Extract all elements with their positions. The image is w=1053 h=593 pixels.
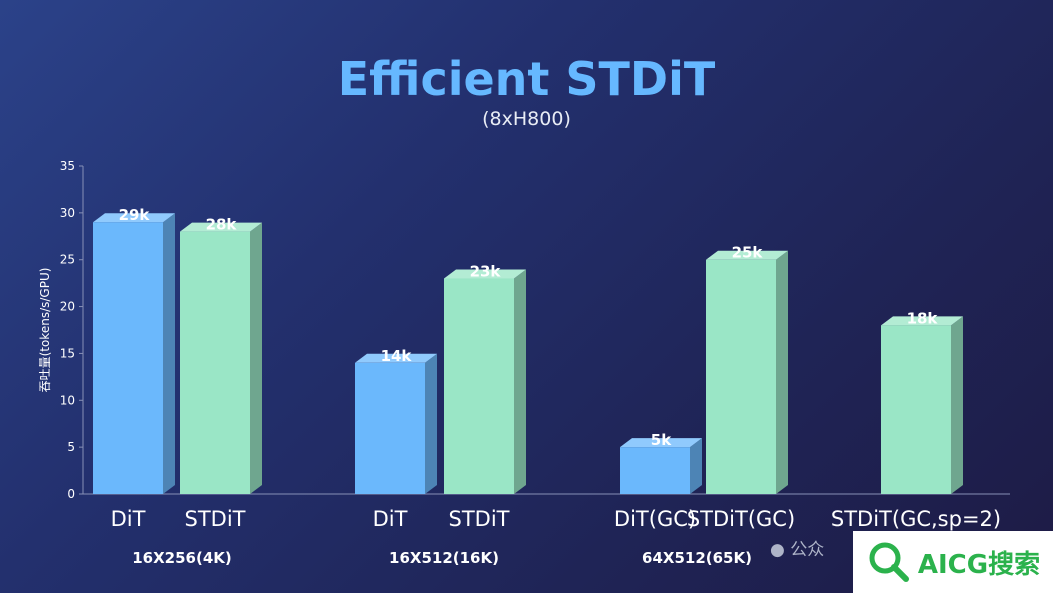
bar-category-label: STDiT [449,507,510,531]
bar [93,222,163,494]
bar-value-label: 28k [206,216,238,234]
bar [706,259,776,494]
chart-title: Efficient STDiT [337,52,716,106]
bar-value-label: 25k [732,244,764,262]
bar-side [425,353,437,494]
search-icon [869,542,909,582]
wechat-watermark: ● 公众 [770,535,824,560]
group-label: 16X256(4K) [132,549,232,567]
bar-value-label: 29k [119,206,151,224]
y-tick-label: 30 [60,206,75,220]
bar-value-label: 14k [381,347,413,365]
bar [180,231,250,494]
bar-side [690,438,702,494]
y-tick-label: 5 [67,440,75,454]
y-axis-label: 吞吐量(tokens/s/GPU) [38,268,52,393]
bar-side [776,250,788,494]
bar-category-label: DiT [111,507,146,531]
group-label: 64X512(65K) [642,549,752,567]
y-tick-label: 0 [67,487,75,501]
bar-side [951,316,963,494]
group-label: 16X512(16K) [389,549,499,567]
bar-top [706,250,788,260]
bar-category-label: DiT [373,507,408,531]
bar-top [881,316,963,326]
y-tick-label: 10 [60,393,75,407]
bar [881,325,951,494]
chart-subtitle: (8xH800) [482,108,571,130]
bar-value-label: 23k [470,262,502,280]
bar-side [514,269,526,494]
bar [444,278,514,494]
wechat-icon: ● [770,540,785,560]
bar-top [620,438,702,448]
bar-top [180,222,262,232]
bar-top [355,353,437,363]
bar-category-label: STDiT(GC,sp=2) [831,507,1001,531]
y-tick-label: 15 [60,346,75,360]
bar-top [93,213,175,223]
bar-category-label: STDiT(GC) [687,507,795,531]
bar-top [444,269,526,279]
y-tick-label: 35 [60,159,75,173]
watermark-brand: AICG搜索 [917,549,1041,580]
watermark-badge: AICG搜索 [853,531,1053,593]
bar-value-label: 5k [651,431,672,449]
bar [355,362,425,494]
bar-category-label: STDiT [185,507,246,531]
bar [620,447,690,494]
y-tick-label: 20 [60,300,75,314]
bar-side [163,213,175,494]
y-tick-label: 25 [60,253,75,267]
wechat-watermark-text: 公众 [790,540,825,560]
bar-category-label: DiT(GC) [614,507,696,531]
bar-value-label: 18k [907,309,939,327]
bar-side [250,222,262,494]
